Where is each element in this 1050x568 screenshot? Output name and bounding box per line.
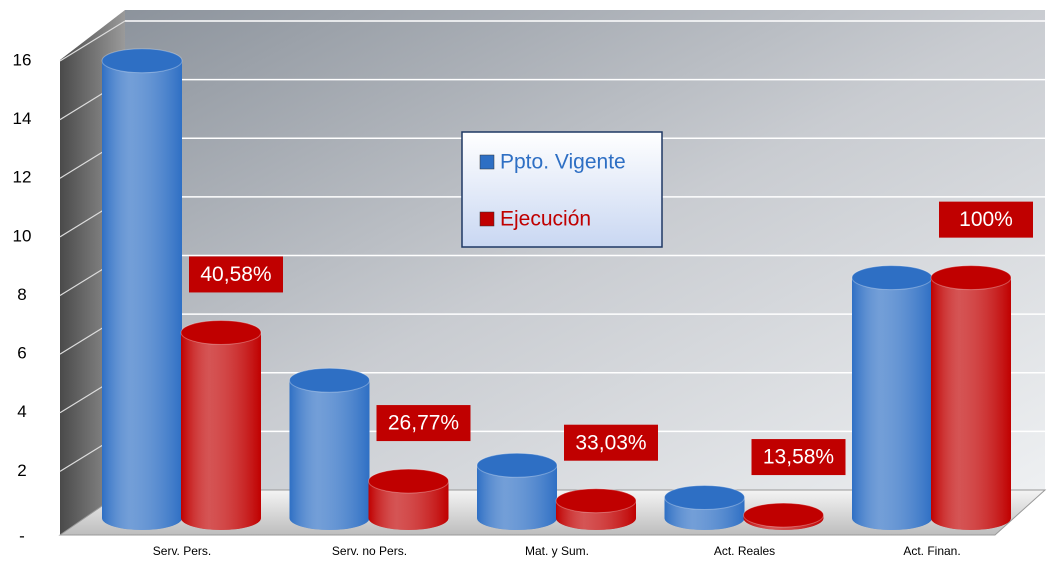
- bar-top: [555, 488, 637, 514]
- bar: [180, 319, 262, 530]
- annotation-box: [189, 256, 283, 293]
- legend-swatch: [479, 154, 495, 170]
- y-tick-label: 8: [17, 285, 26, 304]
- annotation-box: [751, 439, 846, 476]
- x-tick-label: Mat. y Sum.: [525, 544, 589, 558]
- annotation: 100%: [959, 208, 1013, 231]
- bar-top: [743, 502, 824, 528]
- bar: [743, 502, 824, 530]
- y-tick-label: 4: [17, 402, 26, 421]
- bar: [368, 468, 449, 530]
- bar: [555, 488, 637, 530]
- bar: [851, 265, 933, 530]
- back-wall: [125, 10, 1045, 490]
- bar-top: [289, 367, 370, 393]
- y-tick-label: 14: [13, 109, 32, 128]
- legend-swatch: [479, 211, 495, 227]
- y-tick-label: 10: [13, 226, 32, 245]
- y-tick-label: 16: [13, 50, 32, 69]
- bar-top: [930, 265, 1012, 291]
- legend-box: [461, 131, 663, 248]
- annotation: 26,77%: [388, 412, 459, 435]
- x-tick-label: Serv. no Pers.: [332, 544, 407, 558]
- annotation-box: [939, 201, 1033, 238]
- annotation-box: [564, 424, 658, 461]
- annotation: 40,58%: [200, 263, 271, 286]
- bar-top: [664, 484, 745, 510]
- legend: Ppto. Vigente Ejecución: [461, 131, 663, 248]
- bar-top: [851, 265, 933, 291]
- grid-line: [59, 20, 126, 62]
- bar-top: [368, 468, 449, 494]
- bar: [476, 452, 558, 530]
- bar-top: [101, 48, 183, 74]
- annotation: 33,03%: [575, 431, 646, 454]
- bar-shade: [289, 380, 370, 530]
- bar-shade: [852, 277, 932, 530]
- y-tick-label: 12: [13, 168, 32, 187]
- bar-shade: [102, 60, 182, 530]
- x-tick-label: Act. Reales: [714, 544, 775, 558]
- annotation-box: [376, 405, 471, 442]
- legend-label: Ejecución: [500, 208, 591, 231]
- legend-label: Ppto. Vigente: [500, 151, 626, 174]
- y-tick-label: 6: [17, 344, 26, 363]
- bar-shade: [931, 277, 1011, 530]
- x-tick-label: Serv. Pers.: [153, 544, 211, 558]
- bar: [930, 265, 1012, 530]
- annotation: 13,58%: [763, 446, 834, 469]
- y-tick-label: -: [19, 526, 25, 545]
- bar: [101, 48, 183, 530]
- bar: [289, 367, 370, 530]
- bar-shade: [181, 332, 261, 530]
- bar-top: [476, 452, 558, 478]
- bar-top: [180, 319, 262, 345]
- bar-shade: [477, 465, 557, 530]
- bar-shade: [368, 481, 449, 530]
- bar: [664, 484, 745, 530]
- y-tick-label: 2: [17, 461, 26, 480]
- x-tick-label: Act. Finan.: [903, 544, 960, 558]
